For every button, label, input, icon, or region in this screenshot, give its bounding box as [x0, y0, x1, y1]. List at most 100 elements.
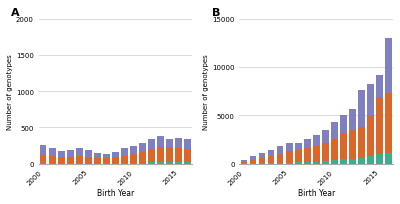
Bar — [139, 163, 146, 164]
Bar — [331, 139, 338, 160]
Bar — [259, 158, 266, 163]
Bar — [103, 158, 110, 163]
Bar — [58, 157, 64, 163]
Bar — [49, 149, 56, 156]
Bar — [76, 156, 83, 163]
Bar — [340, 160, 347, 164]
Bar — [268, 163, 274, 164]
Bar — [277, 146, 284, 154]
Bar — [148, 162, 155, 164]
Bar — [322, 143, 329, 161]
Bar — [268, 156, 274, 163]
Bar — [385, 39, 392, 94]
Bar — [349, 159, 356, 164]
Bar — [121, 148, 128, 156]
Bar — [130, 147, 137, 154]
Bar — [286, 163, 292, 164]
Bar — [250, 163, 256, 164]
Bar — [139, 144, 146, 152]
Bar — [40, 145, 46, 155]
Bar — [85, 151, 92, 157]
Bar — [331, 160, 338, 164]
Bar — [166, 140, 173, 148]
Bar — [130, 154, 137, 163]
Bar — [94, 153, 101, 158]
Bar — [349, 131, 356, 159]
Bar — [112, 163, 119, 164]
Bar — [157, 137, 164, 147]
Bar — [340, 134, 347, 160]
Bar — [166, 148, 173, 162]
Bar — [139, 152, 146, 163]
Text: B: B — [212, 8, 220, 18]
Bar — [250, 156, 256, 160]
Bar — [376, 99, 383, 155]
Bar — [94, 158, 101, 163]
Bar — [240, 160, 247, 162]
Bar — [49, 156, 56, 163]
Bar — [40, 163, 46, 164]
Bar — [295, 143, 302, 151]
Bar — [331, 123, 338, 139]
Bar — [376, 76, 383, 99]
Bar — [286, 152, 292, 163]
Bar — [358, 91, 365, 127]
Bar — [322, 161, 329, 164]
Bar — [313, 146, 320, 162]
Bar — [49, 163, 56, 164]
Bar — [349, 110, 356, 131]
Bar — [322, 130, 329, 143]
Bar — [67, 150, 74, 157]
Bar — [376, 155, 383, 164]
Bar — [277, 163, 284, 164]
Y-axis label: Number of genotypes: Number of genotypes — [203, 54, 209, 129]
Bar — [259, 163, 266, 164]
Bar — [148, 149, 155, 162]
Bar — [367, 117, 374, 156]
Bar — [184, 149, 191, 162]
Bar — [358, 158, 365, 164]
Bar — [166, 162, 173, 164]
Bar — [76, 149, 83, 156]
Bar — [175, 138, 182, 148]
Bar — [268, 150, 274, 156]
Bar — [313, 162, 320, 164]
X-axis label: Birth Year: Birth Year — [298, 188, 335, 197]
Bar — [240, 162, 247, 164]
Bar — [121, 163, 128, 164]
Text: A: A — [11, 8, 20, 18]
Bar — [103, 163, 110, 164]
Bar — [250, 160, 256, 163]
Bar — [67, 157, 74, 163]
Bar — [121, 156, 128, 163]
Bar — [184, 162, 191, 164]
Bar — [304, 140, 311, 148]
Bar — [313, 135, 320, 146]
Bar — [130, 163, 137, 164]
Bar — [76, 163, 83, 164]
Bar — [340, 116, 347, 134]
Bar — [367, 156, 374, 164]
Bar — [295, 151, 302, 163]
Bar — [304, 148, 311, 162]
Bar — [40, 155, 46, 163]
X-axis label: Birth Year: Birth Year — [97, 188, 134, 197]
Bar — [148, 139, 155, 149]
Bar — [157, 162, 164, 164]
Bar — [358, 127, 365, 158]
Bar — [175, 162, 182, 164]
Bar — [103, 154, 110, 158]
Bar — [58, 151, 64, 157]
Bar — [94, 163, 101, 164]
Bar — [286, 143, 292, 152]
Y-axis label: Number of genotypes: Number of genotypes — [7, 54, 13, 129]
Bar — [112, 152, 119, 158]
Bar — [184, 139, 191, 149]
Bar — [85, 163, 92, 164]
Bar — [259, 153, 266, 158]
Bar — [85, 157, 92, 163]
Bar — [385, 154, 392, 164]
Bar — [295, 163, 302, 164]
Bar — [58, 163, 64, 164]
Bar — [175, 148, 182, 162]
